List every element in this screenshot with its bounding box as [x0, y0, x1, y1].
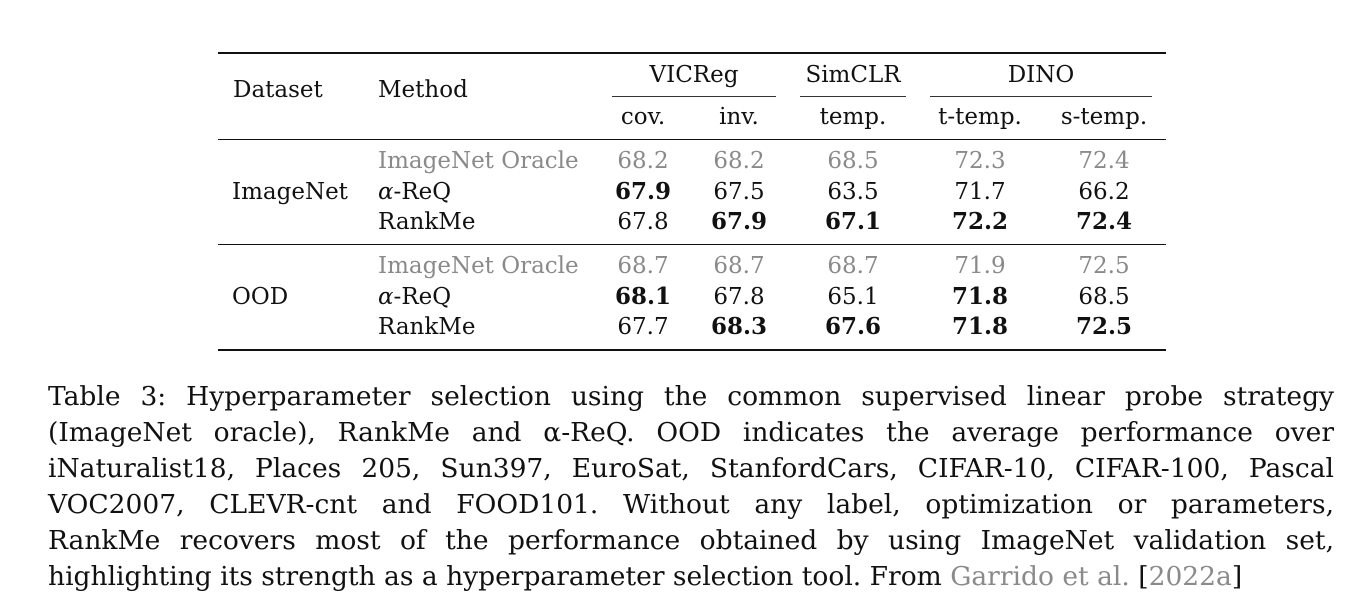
- caption-line: (ImageNet oracle), RankMe and α-ReQ. OOD…: [48, 417, 1334, 448]
- dataset-label: ImageNet: [232, 179, 348, 205]
- citation-bracket-open: [: [1138, 561, 1149, 592]
- table-cell: 71.7: [954, 179, 1006, 205]
- table-top-rule: [218, 52, 1166, 54]
- table-cell: 68.2: [617, 148, 669, 174]
- table-cell: 71.9: [954, 253, 1006, 279]
- citation-author-link[interactable]: Garrido et al.: [950, 561, 1130, 592]
- method-name: RankMe: [378, 209, 476, 235]
- table-cell: 67.1: [824, 208, 882, 235]
- table-caption: Table 3: Hyperparameter selection using …: [48, 379, 1334, 595]
- method-label: ImageNet Oracle: [378, 147, 579, 175]
- table-cell: 72.3: [954, 148, 1006, 174]
- table-cell: 68.7: [617, 253, 669, 279]
- table-cell: 67.5: [713, 179, 765, 205]
- header-subcol-temp: temp.: [819, 104, 887, 130]
- table-cell: 67.8: [617, 209, 669, 235]
- vicreg-cmidrule: [612, 96, 776, 97]
- header-subcol-cov: cov.: [620, 104, 666, 130]
- caption-line: Table 3: Hyperparameter selection using …: [48, 381, 1334, 412]
- simclr-cmidrule: [800, 96, 906, 97]
- section-divider-rule: [218, 244, 1166, 245]
- method-label: RankMe: [378, 208, 475, 236]
- method-label: RankMe: [378, 313, 475, 341]
- table-cell: 72.5: [1078, 253, 1130, 279]
- method-name: -ReQ: [393, 179, 452, 205]
- header-group-simclr: SimCLR: [805, 62, 901, 88]
- method-name: ImageNet Oracle: [378, 148, 579, 174]
- table-bottom-rule: [218, 349, 1166, 351]
- table-cell: 63.5: [827, 179, 879, 205]
- table-cell: 68.3: [710, 313, 768, 340]
- table-cell: 68.1: [614, 283, 672, 310]
- table-cell: 71.8: [951, 313, 1009, 340]
- table-cell: 67.8: [713, 284, 765, 310]
- table-cell: 72.2: [951, 208, 1009, 235]
- header-group-dino: DINO: [1007, 62, 1075, 88]
- table-cell: 65.1: [827, 284, 879, 310]
- citation-year-link[interactable]: 2022a: [1148, 561, 1232, 592]
- caption-last-line: highlighting its strength as a hyperpara…: [48, 559, 1334, 595]
- table-cell: 67.6: [824, 313, 882, 340]
- table-cell: 72.5: [1075, 313, 1133, 340]
- method-label: α-ReQ: [378, 283, 451, 311]
- header-method: Method: [378, 77, 468, 103]
- table-cell: 72.4: [1075, 208, 1133, 235]
- header-dataset: Dataset: [233, 77, 323, 103]
- table-cell: 68.7: [713, 253, 765, 279]
- table-cell: 68.5: [827, 148, 879, 174]
- dataset-label: OOD: [232, 284, 289, 310]
- citation-bracket-close: ]: [1231, 561, 1243, 592]
- table-cell: 68.5: [1078, 284, 1130, 310]
- header-subcol-t-temp: t-temp.: [938, 104, 1022, 130]
- header-bottom-rule: [218, 139, 1166, 140]
- method-label: α-ReQ: [378, 178, 451, 206]
- header-group-vicreg: VICReg: [649, 62, 739, 88]
- table-cell: 67.9: [710, 208, 768, 235]
- dino-cmidrule: [930, 96, 1152, 97]
- table-cell: 72.4: [1078, 148, 1130, 174]
- method-prefix: α: [378, 284, 394, 310]
- table-cell: 68.7: [827, 253, 879, 279]
- caption-line: VOC2007, CLEVR-cnt and FOOD101. Without …: [48, 489, 1334, 520]
- header-subcol-s-temp: s-temp.: [1060, 104, 1148, 130]
- table-cell: 71.8: [951, 283, 1009, 310]
- method-name: ImageNet Oracle: [378, 253, 579, 279]
- header-subcol-inv: inv.: [719, 104, 759, 130]
- table-cell: 67.7: [617, 314, 669, 340]
- table-cell: 68.2: [713, 148, 765, 174]
- caption-line-text: highlighting its strength as a hyperpara…: [48, 561, 951, 592]
- method-prefix: α: [378, 179, 394, 205]
- table-cell: 66.2: [1078, 179, 1130, 205]
- caption-line: RankMe recovers most of the performance …: [48, 525, 1334, 556]
- method-name: RankMe: [378, 314, 476, 340]
- caption-line: iNaturalist18, Places 205, Sun397, EuroS…: [48, 453, 1334, 484]
- method-name: -ReQ: [393, 284, 452, 310]
- method-label: ImageNet Oracle: [378, 252, 579, 280]
- table-cell: 67.9: [614, 178, 672, 205]
